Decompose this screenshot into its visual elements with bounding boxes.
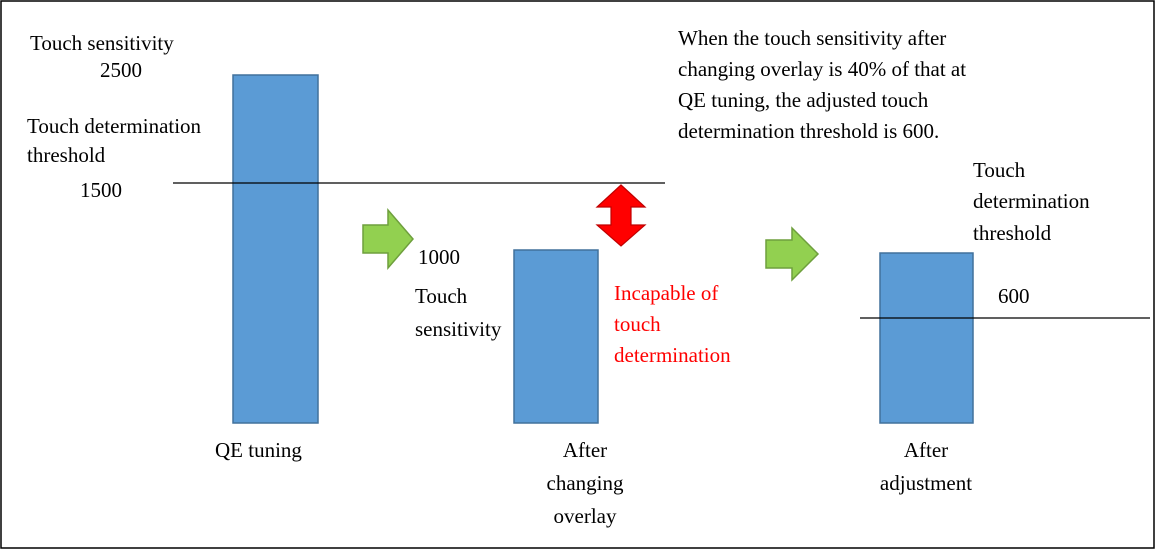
note: When the touch sensitivity after [678, 26, 946, 50]
value: 1000 [418, 245, 460, 269]
label: threshold [27, 143, 106, 167]
label: Touch determination [27, 114, 202, 138]
caption: After [563, 438, 607, 462]
label: Touch sensitivity [30, 31, 174, 55]
bar-qe-tuning [232, 74, 319, 424]
note: changing overlay is 40% of that at [678, 57, 966, 81]
label: Touch [973, 158, 1026, 182]
warning: touch [614, 312, 661, 336]
label: sensitivity [415, 317, 502, 341]
value: 1500 [80, 178, 122, 202]
label: determination [973, 189, 1090, 213]
double-arrow [595, 184, 647, 247]
arrow [765, 226, 820, 282]
caption: After [904, 438, 948, 462]
note: QE tuning, the adjusted touch [678, 88, 929, 112]
label: Touch [415, 284, 468, 308]
label: threshold [973, 221, 1052, 245]
note: determination threshold is 600. [678, 119, 939, 143]
value: 2500 [100, 58, 142, 82]
warning: Incapable of [614, 281, 718, 305]
caption: changing [547, 471, 624, 495]
bar-after-adjustment [879, 252, 974, 424]
arrow [362, 207, 414, 271]
caption: QE tuning [215, 438, 302, 462]
caption: overlay [554, 504, 617, 528]
value: 600 [998, 284, 1030, 308]
bar-after-overlay [513, 249, 599, 424]
caption: adjustment [880, 471, 972, 495]
warning: determination [614, 343, 731, 367]
